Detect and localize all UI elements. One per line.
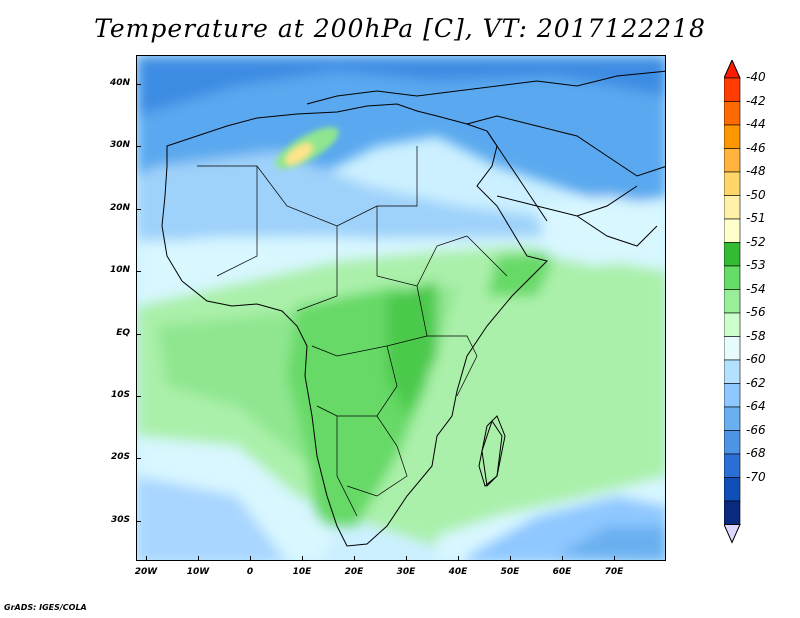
- lat-tick-mark: [136, 396, 141, 397]
- colorbar-label: -44: [746, 117, 766, 131]
- colorbar-bottom-arrow: [724, 524, 741, 544]
- colorbar-swatch: [724, 77, 741, 102]
- lon-tick-mark: [302, 556, 303, 561]
- lat-tick-mark: [136, 271, 141, 272]
- colorbar-top-arrow: [724, 60, 741, 79]
- lat-tick-mark: [136, 334, 141, 335]
- lon-tick-mark: [562, 556, 563, 561]
- colorbar-swatch: [724, 242, 741, 267]
- colorbar-label: -62: [746, 375, 766, 390]
- colorbar-label: -66: [746, 422, 766, 437]
- colorbar-swatch: [724, 359, 741, 384]
- country-borders: [197, 146, 508, 517]
- colorbar-swatch: [724, 171, 741, 196]
- lat-tick-label: 30N: [109, 140, 130, 150]
- colorbar-swatch: [724, 148, 741, 173]
- map-panel: [136, 55, 666, 561]
- colorbar-label: -40: [746, 70, 766, 84]
- lon-tick-label: 0: [246, 567, 254, 577]
- colorbar-label: -60: [746, 352, 766, 366]
- lat-tick-label: 30S: [110, 515, 130, 525]
- colorbar-label: -70: [746, 469, 766, 484]
- colorbar-swatch: [724, 477, 741, 502]
- lon-tick-label: 10E: [292, 567, 312, 577]
- colorbar-label: -53: [746, 258, 766, 272]
- colorbar-swatch: [724, 265, 741, 290]
- colorbar-label: -58: [746, 328, 766, 343]
- lon-tick-mark: [406, 556, 407, 561]
- lon-tick-label: 30E: [396, 567, 416, 577]
- lon-tick-mark: [198, 556, 199, 561]
- colorbar-label: -50: [746, 187, 766, 202]
- colorbar-swatch: [724, 218, 741, 243]
- colorbar-label: -54: [746, 281, 766, 296]
- colorbar-swatch: [724, 195, 741, 220]
- temperature-field: [137, 56, 665, 560]
- colorbar-swatch: [724, 500, 741, 525]
- colorbar-swatch: [724, 336, 741, 361]
- lat-tick-mark: [136, 209, 141, 210]
- colorbar-swatch: [724, 453, 741, 478]
- lat-tick-mark: [136, 458, 141, 459]
- lon-tick-label: 60E: [552, 567, 572, 577]
- colorbar-swatch: [724, 312, 741, 337]
- lon-tick-label: 40E: [448, 567, 468, 577]
- colorbar-swatch: [724, 101, 741, 126]
- lon-tick-mark: [354, 556, 355, 561]
- colorbar-label: -42: [746, 93, 766, 108]
- lon-tick-mark: [458, 556, 459, 561]
- colorbar-label: -52: [746, 234, 766, 249]
- lon-tick-label: 70E: [604, 567, 624, 577]
- lat-tick-label: 40N: [109, 78, 130, 88]
- lat-tick-label: 10N: [109, 265, 130, 275]
- colorbar-label: -64: [746, 399, 766, 413]
- colorbar-swatches: [724, 60, 741, 544]
- coastlines: [161, 70, 665, 547]
- warm-anomaly-north-africa: [275, 127, 339, 169]
- colorbar-label: -46: [746, 140, 766, 155]
- lon-tick-label: 50E: [500, 567, 520, 577]
- chart-title: Temperature at 200hPa [C], VT: 201712221…: [94, 14, 706, 43]
- lat-tick-label: 20S: [110, 452, 130, 462]
- lon-tick-mark: [250, 556, 251, 561]
- lat-tick-mark: [136, 146, 141, 147]
- lon-tick-label: 20E: [344, 567, 364, 577]
- lon-tick-label: 10W: [186, 567, 210, 577]
- lon-tick-mark: [146, 556, 147, 561]
- colorbar-label: -48: [746, 164, 766, 178]
- colorbar-swatch: [724, 383, 741, 408]
- lat-tick-mark: [136, 521, 141, 522]
- temperature-field-map: [137, 56, 665, 560]
- madagascar-outline: [478, 415, 506, 487]
- colorbar-label: -68: [746, 446, 766, 460]
- lon-tick-mark: [614, 556, 615, 561]
- colorbar-swatch: [724, 406, 741, 431]
- lon-tick-label: 20W: [134, 567, 158, 577]
- lat-tick-mark: [136, 84, 141, 85]
- lat-tick-label: EQ: [116, 328, 130, 338]
- grads-credit: GrADS: IGES/COLA: [4, 603, 87, 612]
- colorbar-swatch: [724, 430, 741, 455]
- lat-tick-label: 10S: [110, 390, 130, 400]
- colorbar-swatch: [724, 124, 741, 149]
- lon-tick-mark: [510, 556, 511, 561]
- colorbar-swatch: [724, 289, 741, 314]
- colorbar-label: -51: [746, 211, 766, 225]
- colorbar-label: -56: [746, 305, 766, 319]
- lat-tick-label: 20N: [109, 203, 130, 213]
